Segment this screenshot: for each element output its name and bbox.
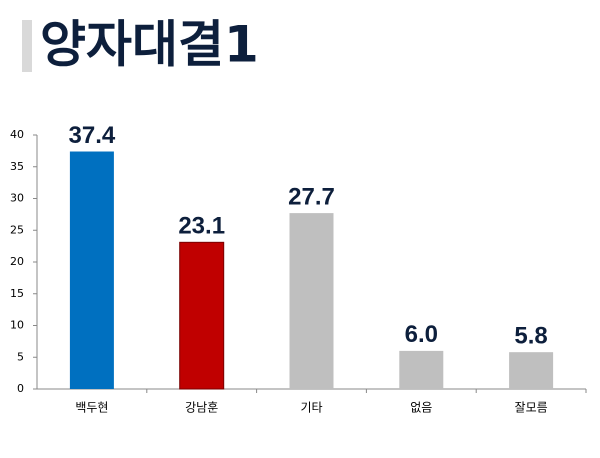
chart-title: 양자대결1 xyxy=(40,16,259,74)
bar xyxy=(399,350,444,389)
value-label: 23.1 xyxy=(178,213,225,240)
y-tick-label: 0 xyxy=(17,382,24,395)
x-tick-label: 없음 xyxy=(410,401,432,415)
x-tick-label: 기타 xyxy=(300,401,322,415)
title-accent xyxy=(22,20,32,72)
x-tick-label: 잘모름 xyxy=(515,401,548,415)
y-tick-label: 20 xyxy=(10,255,24,268)
y-tick-label: 35 xyxy=(10,160,24,173)
bar xyxy=(179,241,225,390)
y-tick-label: 30 xyxy=(10,192,24,205)
bar xyxy=(69,151,114,389)
x-tick-label: 백두현 xyxy=(75,401,108,415)
y-tick-label: 15 xyxy=(10,287,24,300)
value-label: 37.4 xyxy=(69,122,116,149)
value-label: 27.7 xyxy=(288,183,335,210)
value-label: 5.8 xyxy=(514,323,547,350)
y-tick-label: 25 xyxy=(10,223,24,236)
y-tick-label: 40 xyxy=(10,128,24,141)
bar xyxy=(289,213,334,389)
y-tick-label: 5 xyxy=(17,350,24,363)
y-tick-label: 10 xyxy=(10,319,24,332)
value-label: 6.0 xyxy=(405,321,438,348)
bar xyxy=(509,352,554,389)
x-tick-label: 강남훈 xyxy=(185,401,218,415)
